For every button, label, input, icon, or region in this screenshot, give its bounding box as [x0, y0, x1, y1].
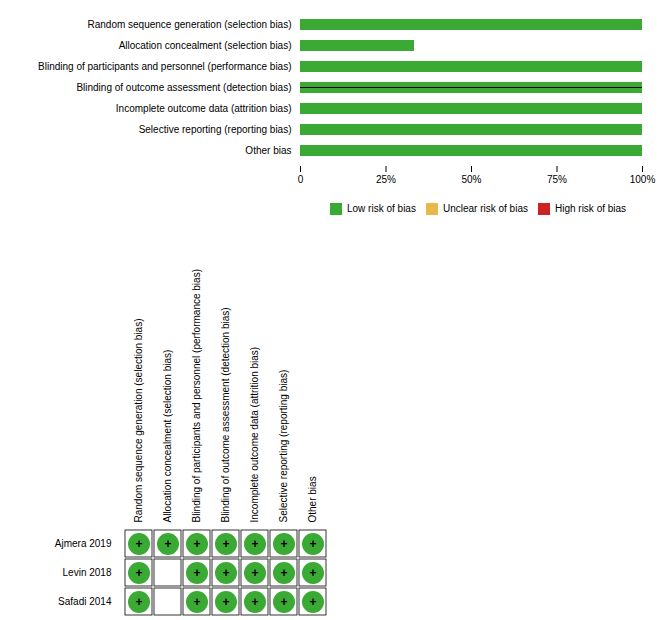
svg-text:Random sequence generation (se: Random sequence generation (selection bi…: [87, 19, 291, 30]
svg-text:Random sequence generation (se: Random sequence generation (selection bi…: [133, 318, 144, 522]
svg-text:0: 0: [298, 174, 304, 185]
svg-text:Incomplete outcome data (attri: Incomplete outcome data (attrition bias): [249, 347, 260, 523]
svg-text:Blinding of participants and p: Blinding of participants and personnel (…: [38, 61, 291, 72]
svg-text:+: +: [309, 537, 316, 551]
svg-text:+: +: [222, 566, 229, 580]
svg-text:Allocation concealment (select: Allocation concealment (selection bias): [162, 350, 173, 523]
svg-text:Allocation concealment (select: Allocation concealment (selection bias): [119, 40, 292, 51]
svg-text:+: +: [135, 595, 142, 609]
svg-text:Safadi 2014: Safadi 2014: [58, 596, 112, 607]
svg-text:+: +: [222, 537, 229, 551]
svg-text:+: +: [135, 537, 142, 551]
svg-text:Selective reporting (reporting: Selective reporting (reporting bias): [278, 370, 289, 523]
svg-text:+: +: [309, 566, 316, 580]
svg-text:Ajmera 2019: Ajmera 2019: [55, 538, 112, 549]
svg-text:+: +: [193, 537, 200, 551]
html-text:High risk of bias: High risk of bias: [555, 203, 627, 214]
svg-text:+: +: [280, 595, 287, 609]
svg-text:+: +: [309, 595, 316, 609]
svg-text:Blinding of participants and p: Blinding of participants and personnel (…: [191, 269, 202, 522]
svg-text:25%: 25%: [376, 174, 396, 185]
svg-text:+: +: [222, 595, 229, 609]
svg-text:Levin 2018: Levin 2018: [63, 567, 112, 578]
svg-text:+: +: [280, 566, 287, 580]
svg-text:50%: 50%: [461, 174, 481, 185]
svg-text:Other bias: Other bias: [245, 145, 291, 156]
svg-text:+: +: [280, 537, 287, 551]
svg-text:+: +: [193, 595, 200, 609]
svg-text:75%: 75%: [547, 174, 567, 185]
svg-text:Incomplete outcome data (attri: Incomplete outcome data (attrition bias): [116, 103, 292, 114]
svg-text:Selective reporting (reporting: Selective reporting (reporting bias): [139, 124, 292, 135]
html-text:Unclear risk of bias: Unclear risk of bias: [442, 203, 528, 214]
svg-text:+: +: [135, 566, 142, 580]
svg-text:Blinding of outcome assessment: Blinding of outcome assessment (detectio…: [76, 82, 291, 93]
svg-text:+: +: [251, 595, 258, 609]
svg-text:100%: 100%: [630, 174, 656, 185]
html-text:Low risk of bias: Low risk of bias: [347, 203, 416, 214]
svg-text:+: +: [251, 537, 258, 551]
svg-text:+: +: [193, 566, 200, 580]
svg-text:+: +: [164, 537, 171, 551]
svg-text:Blinding of outcome assessment: Blinding of outcome assessment (detectio…: [220, 307, 231, 522]
svg-text:+: +: [251, 566, 258, 580]
svg-text:Other bias: Other bias: [307, 476, 318, 522]
